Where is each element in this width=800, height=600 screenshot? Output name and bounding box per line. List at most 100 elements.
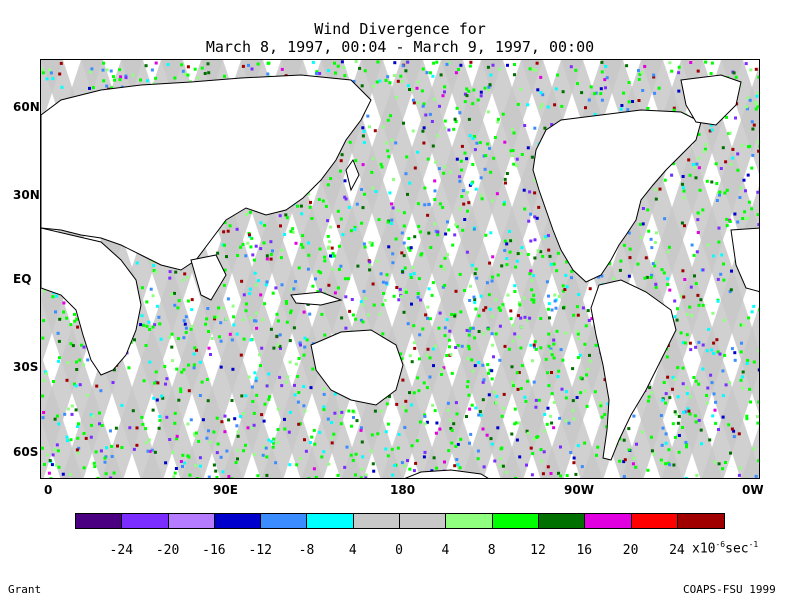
divergence-speckle — [474, 187, 478, 191]
divergence-speckle — [392, 294, 396, 298]
divergence-speckle — [577, 337, 581, 341]
divergence-speckle — [250, 67, 254, 71]
divergence-speckle — [757, 400, 759, 404]
divergence-speckle — [512, 131, 516, 135]
divergence-speckle — [697, 156, 701, 160]
divergence-speckle — [297, 391, 301, 394]
divergence-speckle — [622, 460, 626, 464]
divergence-speckle — [622, 438, 626, 442]
divergence-speckle — [368, 260, 372, 264]
color-legend-tick-label: 20 — [622, 543, 639, 558]
divergence-speckle — [561, 90, 565, 94]
divergence-speckle — [710, 348, 714, 352]
divergence-speckle — [375, 259, 379, 263]
divergence-speckle — [233, 417, 237, 421]
divergence-speckle — [741, 386, 745, 390]
divergence-speckle — [363, 69, 367, 73]
divergence-speckle — [657, 86, 661, 90]
divergence-speckle — [709, 72, 713, 75]
divergence-speckle — [520, 364, 524, 368]
divergence-speckle — [552, 356, 556, 360]
divergence-speckle — [409, 273, 413, 277]
divergence-speckle — [371, 186, 375, 190]
divergence-speckle — [340, 60, 344, 64]
divergence-speckle — [496, 426, 500, 430]
divergence-speckle — [710, 61, 714, 65]
divergence-speckle — [149, 287, 153, 291]
divergence-speckle — [271, 441, 275, 445]
divergence-speckle — [486, 65, 490, 69]
divergence-speckle — [537, 205, 541, 209]
divergence-speckle — [205, 436, 209, 440]
divergence-speckle — [561, 358, 565, 362]
divergence-speckle — [576, 356, 580, 360]
divergence-speckle — [373, 409, 377, 413]
divergence-speckle — [327, 69, 330, 73]
divergence-speckle — [515, 259, 519, 263]
divergence-speckle — [711, 311, 715, 315]
divergence-speckle — [453, 464, 457, 468]
divergence-speckle — [276, 441, 280, 445]
divergence-speckle — [557, 369, 561, 373]
divergence-speckle — [670, 173, 674, 177]
divergence-speckle — [528, 316, 532, 320]
divergence-speckle — [497, 306, 501, 310]
divergence-speckle — [330, 441, 334, 445]
divergence-speckle — [226, 229, 230, 233]
divergence-speckle — [239, 245, 243, 249]
divergence-speckle — [663, 217, 667, 221]
divergence-speckle — [468, 407, 472, 411]
divergence-speckle — [377, 218, 381, 222]
divergence-speckle — [207, 330, 210, 333]
divergence-speckle — [249, 338, 253, 342]
divergence-speckle — [390, 218, 394, 222]
divergence-speckle — [416, 376, 420, 380]
divergence-speckle — [666, 250, 670, 254]
divergence-speckle — [683, 477, 687, 478]
divergence-speckle — [173, 291, 176, 295]
divergence-speckle — [685, 445, 688, 449]
swath-band — [441, 60, 603, 478]
divergence-speckle — [599, 401, 603, 405]
divergence-speckle — [681, 182, 684, 186]
divergence-speckle — [503, 177, 507, 181]
divergence-speckle — [564, 390, 568, 394]
divergence-speckle — [471, 326, 475, 330]
divergence-speckle — [459, 159, 463, 163]
divergence-speckle — [279, 224, 282, 228]
divergence-speckle — [343, 74, 347, 78]
divergence-speckle — [183, 72, 187, 76]
divergence-speckle — [326, 219, 330, 223]
divergence-speckle — [359, 300, 363, 304]
divergence-speckle — [90, 423, 93, 427]
divergence-speckle — [318, 72, 322, 75]
divergence-speckle — [728, 381, 732, 385]
divergence-speckle — [78, 358, 82, 362]
divergence-speckle — [249, 245, 253, 249]
divergence-speckle — [62, 310, 66, 314]
divergence-speckle — [264, 446, 268, 450]
divergence-speckle — [279, 256, 283, 260]
divergence-speckle — [498, 308, 502, 312]
divergence-speckle — [706, 386, 710, 390]
divergence-speckle — [241, 243, 245, 246]
divergence-speckle — [336, 64, 340, 68]
divergence-speckle — [215, 416, 219, 420]
divergence-speckle — [51, 77, 55, 81]
divergence-speckle — [354, 452, 358, 456]
divergence-speckle — [199, 464, 202, 468]
divergence-speckle — [696, 69, 700, 73]
divergence-speckle — [509, 149, 513, 153]
divergence-speckle — [520, 246, 524, 250]
divergence-speckle — [482, 308, 486, 312]
divergence-speckle — [348, 309, 352, 313]
divergence-speckle — [503, 344, 507, 348]
divergence-speckle — [395, 402, 399, 406]
divergence-speckle — [687, 158, 691, 162]
divergence-speckle — [194, 431, 198, 435]
divergence-speckle — [227, 475, 231, 478]
divergence-speckle — [559, 474, 563, 478]
divergence-speckle — [223, 221, 227, 225]
divergence-speckle — [140, 286, 144, 290]
divergence-speckle — [470, 358, 474, 362]
